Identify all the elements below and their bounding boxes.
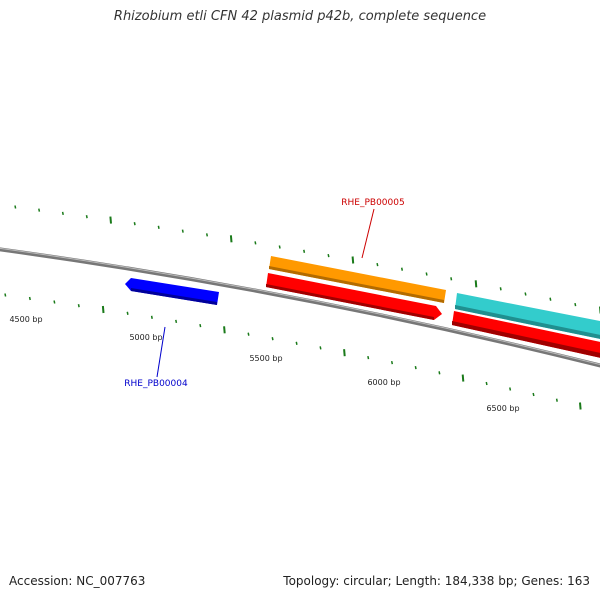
label-leader-rhe-pb00005 xyxy=(361,208,375,259)
map-title: Rhizobium etli CFN 42 plasmid p42b, comp… xyxy=(113,9,487,24)
outer-tick xyxy=(109,216,112,224)
outer-tick xyxy=(400,267,404,271)
inner-tick xyxy=(367,355,370,360)
outer-tick xyxy=(303,249,306,253)
inner-tick xyxy=(223,326,226,334)
scale-label-6000: 6000 bp xyxy=(367,378,400,387)
sequence-backbone xyxy=(0,247,600,368)
outer-tick xyxy=(549,297,552,301)
gene-red-right[interactable] xyxy=(452,311,600,360)
inner-tick xyxy=(175,319,178,324)
inner-tick xyxy=(509,387,512,391)
inner-tick xyxy=(53,300,56,304)
outer-tick xyxy=(524,292,527,296)
outer-tick xyxy=(254,241,257,245)
outer-tick xyxy=(229,235,233,243)
inner-tick xyxy=(485,381,488,386)
inner-tick xyxy=(4,293,7,297)
outer-ticks xyxy=(14,205,600,314)
inner-tick xyxy=(199,323,202,328)
outer-tick xyxy=(450,277,453,281)
inner-tick xyxy=(77,304,80,308)
outer-tick xyxy=(474,280,478,288)
gene-red-arrow[interactable] xyxy=(266,273,442,320)
outer-tick xyxy=(327,253,330,258)
inner-ticks xyxy=(4,293,582,410)
outer-tick xyxy=(133,222,136,226)
outer-tick xyxy=(181,229,184,233)
scale-label-5500: 5500 bp xyxy=(249,354,282,363)
outer-tick xyxy=(61,211,64,216)
gene-blue-arrow[interactable] xyxy=(125,278,219,305)
inner-tick xyxy=(414,365,417,370)
gene-cyan[interactable] xyxy=(455,293,600,341)
inner-tick xyxy=(295,341,298,345)
outer-tick xyxy=(38,208,41,212)
scale-label-5000: 5000 bp xyxy=(129,333,162,342)
gene-label-rhe-pb00005[interactable]: RHE_PB00005 xyxy=(341,198,404,208)
inner-tick xyxy=(150,315,153,319)
gene-orange[interactable] xyxy=(269,256,446,303)
inner-tick xyxy=(28,296,31,301)
inner-tick xyxy=(390,360,394,365)
outer-tick xyxy=(499,287,502,291)
gene-label-rhe-pb00004[interactable]: RHE_PB00004 xyxy=(124,379,188,389)
label-leader-rhe-pb00004 xyxy=(156,326,166,378)
outer-tick xyxy=(574,302,577,307)
summary-text: Topology: circular; Length: 184,338 bp; … xyxy=(283,574,590,588)
scale-label-4500: 4500 bp xyxy=(9,315,42,324)
inner-tick xyxy=(247,332,250,336)
inner-tick xyxy=(461,374,465,382)
sequence-backbone-highlight xyxy=(0,247,600,366)
inner-tick xyxy=(532,392,535,397)
outer-tick xyxy=(278,245,281,249)
outer-tick xyxy=(351,256,355,264)
outer-tick xyxy=(425,272,428,276)
accession-text: Accession: NC_007763 xyxy=(9,574,146,588)
outer-tick xyxy=(376,262,379,267)
inner-tick xyxy=(319,346,322,350)
inner-tick xyxy=(101,305,105,314)
outer-tick xyxy=(157,225,160,229)
inner-tick xyxy=(438,371,441,375)
inner-tick xyxy=(271,337,274,341)
inner-tick xyxy=(126,311,129,315)
scale-label-6500: 6500 bp xyxy=(486,404,519,413)
inner-tick xyxy=(555,398,558,402)
outer-tick xyxy=(14,205,17,209)
outer-tick xyxy=(85,215,88,219)
inner-tick xyxy=(343,349,346,357)
outer-tick xyxy=(205,233,209,237)
inner-tick xyxy=(579,402,582,410)
